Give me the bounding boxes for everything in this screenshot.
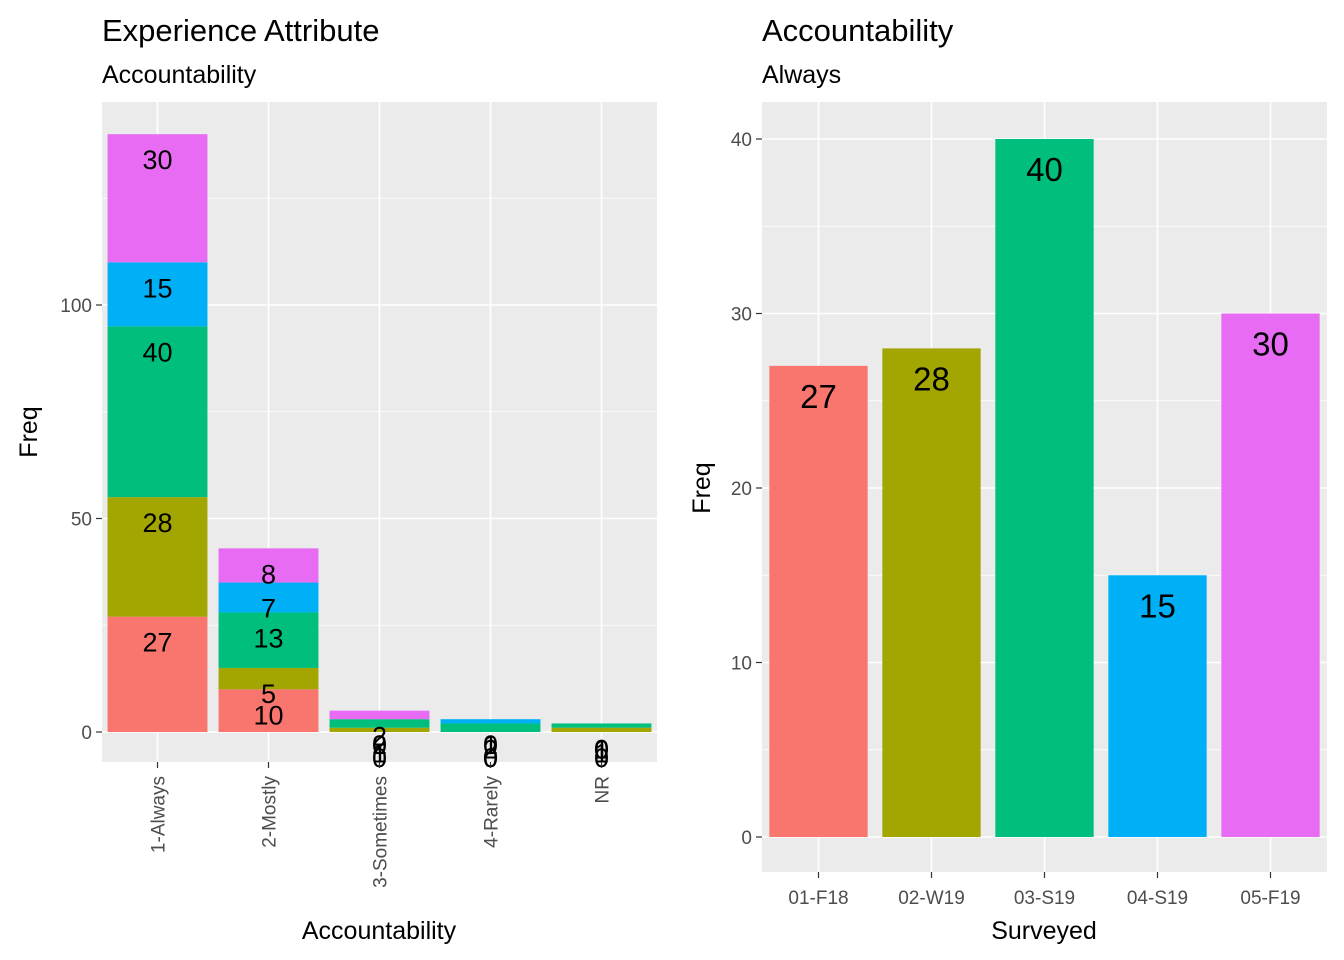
- left-bar-segment: [107, 326, 208, 498]
- left-chart-title: Experience Attribute: [102, 13, 379, 48]
- left-bar-value-label: 28: [142, 508, 172, 538]
- left-bar-value-label: 0: [483, 743, 498, 773]
- left-bar-value-label: 40: [142, 337, 172, 367]
- left-bar-value-label: 10: [253, 700, 283, 730]
- right-x-tick-label: 01-F18: [788, 888, 848, 909]
- right-bar: [1221, 313, 1320, 837]
- left-bar-value-label: 1: [594, 734, 609, 764]
- left-bar-value-label: 13: [253, 623, 283, 653]
- left-bar-value-label: 2: [483, 734, 498, 764]
- left-x-tick-label: NR: [593, 776, 614, 803]
- left-bar-value-label: 0: [594, 734, 609, 764]
- left-bar-segment: [218, 548, 319, 583]
- left-bar-segment: [551, 723, 652, 728]
- left-bar-value-label: 0: [483, 743, 498, 773]
- right-y-tick-label: 20: [731, 479, 752, 500]
- left-y-tick-label: 50: [71, 510, 92, 531]
- left-bar-segment: [218, 667, 319, 690]
- left-bar-value-label: 1: [372, 739, 387, 769]
- left-bar-segment: [218, 689, 319, 732]
- left-x-tick-label: 3-Sometimes: [371, 776, 392, 888]
- left-bar-value-label: 30: [142, 145, 172, 175]
- left-chart-subtitle: Accountability: [102, 61, 257, 89]
- left-x-tick-label: 2-Mostly: [260, 776, 281, 848]
- left-bar-segment: [440, 719, 541, 724]
- left-bar-segment: [107, 616, 208, 732]
- right-bar-value-label: 40: [1026, 151, 1063, 188]
- left-bar-segment: [107, 262, 208, 327]
- right-y-tick-label: 10: [731, 654, 752, 675]
- right-bar: [882, 348, 981, 837]
- left-bar-value-label: 1: [483, 730, 498, 760]
- right-bar-value-label: 30: [1252, 326, 1289, 363]
- right-y-tick-label: 0: [741, 828, 752, 849]
- left-bar-value-label: 1: [594, 739, 609, 769]
- left-bar-segment: [218, 582, 319, 613]
- left-bar-value-label: 0: [594, 743, 609, 773]
- left-bar-value-label: 0: [372, 743, 387, 773]
- left-bar-segment: [329, 727, 430, 732]
- right-y-tick-label: 30: [731, 305, 752, 326]
- right-bar: [995, 139, 1094, 837]
- left-bar-value-label: 0: [483, 730, 498, 760]
- right-x-tick-label: 04-S19: [1127, 888, 1188, 909]
- right-x-tick-label: 05-F19: [1240, 888, 1300, 909]
- left-bar-value-label: 5: [261, 679, 276, 709]
- right-chart-subtitle: Always: [762, 61, 841, 89]
- left-x-tick-label: 1-Always: [149, 776, 170, 853]
- left-bar-value-label: 27: [142, 628, 172, 658]
- left-bar-segment: [329, 719, 430, 728]
- left-bar-value-label: 7: [261, 594, 276, 624]
- left-y-tick-label: 0: [81, 723, 92, 744]
- left-bar-value-label: 8: [261, 559, 276, 589]
- left-y-axis-title: Freq: [15, 406, 43, 457]
- right-x-tick-label: 02-W19: [898, 888, 965, 909]
- left-y-tick-label: 100: [60, 296, 92, 317]
- left-bar-segment: [551, 727, 652, 732]
- right-y-tick-label: 40: [731, 130, 752, 151]
- right-y-axis-title: Freq: [688, 462, 716, 513]
- left-stacked-bar-chart: 05010027284015301-Always10513782-Mostly0…: [60, 102, 657, 888]
- right-bar-chart: 0 10 20 30 40 27 01-F18 28 02-W19 40 03-S19 15 04-S1…: [731, 102, 1327, 909]
- left-bar-segment: [329, 710, 430, 720]
- left-bar-segment: [107, 497, 208, 617]
- left-bar-value-label: 0: [594, 734, 609, 764]
- left-bar-segment: [218, 612, 319, 668]
- left-x-tick-label: 4-Rarely: [482, 776, 503, 848]
- right-bar-value-label: 28: [913, 360, 950, 397]
- left-x-axis-title: Accountability: [302, 917, 457, 945]
- left-bar-segment: [440, 723, 541, 732]
- left-bar-segment: [107, 134, 208, 263]
- right-bar: [769, 365, 868, 837]
- left-bar-value-label: 2: [372, 730, 387, 760]
- left-bar-value-label: 15: [142, 273, 172, 303]
- right-x-tick-label: 03-S19: [1014, 888, 1075, 909]
- left-bar-value-label: 2: [372, 722, 387, 752]
- right-bar-value-label: 27: [800, 378, 837, 415]
- left-bar-value-label: 0: [372, 730, 387, 760]
- right-chart-title: Accountability: [762, 13, 954, 48]
- right-bar: [1108, 575, 1207, 837]
- right-bar-value-label: 15: [1139, 587, 1176, 624]
- right-x-axis-title: Surveyed: [991, 917, 1097, 945]
